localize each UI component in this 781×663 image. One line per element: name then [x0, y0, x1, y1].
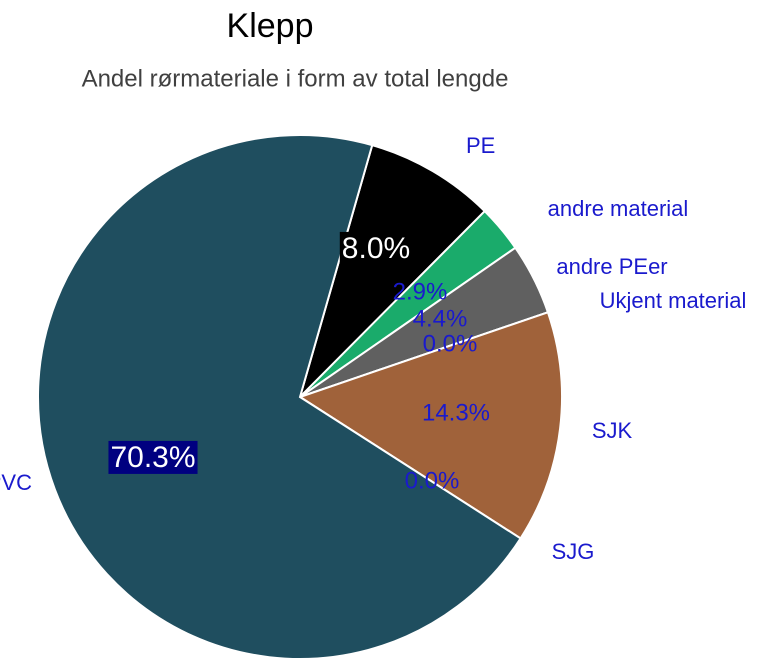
- value-label: 0.0%: [423, 330, 478, 357]
- slice-label: PVC: [0, 470, 32, 495]
- value-label: 2.9%: [393, 278, 448, 305]
- chart-title: Klepp: [227, 7, 314, 45]
- value-label: 0.0%: [405, 467, 460, 494]
- value-label: 14.3%: [422, 399, 490, 426]
- value-label-box: [108, 440, 198, 474]
- slice-label: andre PEer: [556, 254, 667, 279]
- value-label: 4.4%: [413, 305, 468, 332]
- slice-label: Ukjent material: [600, 288, 747, 313]
- slice-label: SJG: [552, 539, 595, 564]
- slice-label: andre material: [548, 196, 689, 221]
- pie-slice: [297, 311, 563, 540]
- slice-label: PE: [466, 133, 495, 158]
- value-label: 70.3%: [110, 441, 195, 474]
- chart-subtitle: Andel rørmateriale i form av total lengd…: [82, 65, 509, 92]
- pie-slice: [299, 143, 487, 398]
- slice-label: SJK: [592, 418, 633, 443]
- value-label-box: [339, 231, 413, 265]
- value-label: 8.0%: [342, 232, 410, 265]
- pie-slice: [37, 134, 522, 660]
